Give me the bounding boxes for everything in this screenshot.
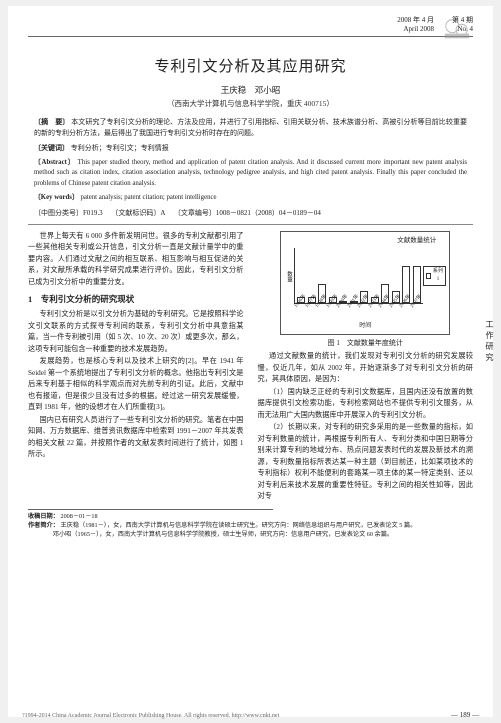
footer-block: 收稿日期： 2008－01－18 作者简介： 王庆稳（1981－），女，西南大学… <box>28 512 473 540</box>
footer-rule <box>28 509 273 510</box>
page-number: — 189 — <box>451 711 479 719</box>
chart-frame: 文献数量统计 数量 系列 1 1996年1997年1998年1999年2000年… <box>280 231 450 335</box>
legend-text: 系列 1 <box>433 268 444 284</box>
keywords-cn-label: 〔关键词〕 <box>34 144 69 152</box>
para: 发展趋势，也是核心专利以及技术上研究的[2]。早在 1941 年 Seidel … <box>28 356 244 414</box>
runhead-en-date: April 2008 <box>397 25 434 34</box>
bio-2: 邓小昭（1965－），女，西南大学计算机与信息科学学院教授，硕士生导师，研究方向… <box>28 530 473 539</box>
abstract-cn-label: 〔摘 要〕 <box>34 118 69 126</box>
recv-label: 收稿日期： <box>28 513 59 520</box>
section-heading: 1 专利引文分析的研究现状 <box>28 293 244 307</box>
para: 专利引文分析是以引文分析为基础的专利研究。它是按照科学论文引文联系的方式探寻专利… <box>28 309 244 355</box>
journal-logo-icon <box>443 16 471 40</box>
body-columns: 世界上每天有 6 000 多件新发明问世。很多的专利文献都引用了一些其他相关专利… <box>28 231 473 503</box>
abstract-cn: 〔摘 要〕 本文研究了专利引文分析的理论、方法及应用，并进行了引用指标、引用关联… <box>34 117 467 139</box>
page: 2008 年 4 月 April 2008 第 4 期 No. 4 专利引文分析… <box>8 6 493 717</box>
copyright-line: ?1994-2014 China Academic Journal Electr… <box>22 713 279 719</box>
chart-xlabel: 时间 <box>284 322 446 332</box>
paper-title: 专利引文分析及其应用研究 <box>28 55 473 76</box>
keywords-en-label: 〔Key words〕 <box>34 194 79 201</box>
keywords-cn: 〔关键词〕 专利分析；专利引文；专利情报 <box>34 143 467 154</box>
bio-label: 作者简介： <box>28 522 59 529</box>
abstract-en-text: This paper studied theory, method and ap… <box>34 159 467 187</box>
keywords-en-text: patent analysis; patent citation; patent… <box>80 194 216 201</box>
para: 国内已有研究人员进行了一些专利引文分析的研究。笔者在中国知网、万方数据库、维普资… <box>28 415 244 461</box>
para: （2）长期以来，对专利的研究多采用的是一些数量的指标，如对专利数量的统计，再根据… <box>258 422 474 503</box>
para: （1）国内缺乏正经的专利引文数据库，且国内还没有放置的数据库提供引文检索功能，专… <box>258 387 474 422</box>
bio-1: 王庆稳（1981－），女，西南大学计算机与信息科学学院在读硕士研究生。研究方向：… <box>60 522 416 529</box>
chart-xticks: 1996年1997年1998年1999年2000年2001年2002年2003年… <box>284 304 446 312</box>
abstract-en-label: 〔Abstract〕 <box>34 159 75 166</box>
class-cn: 〔中图分类号〕F019.3 <box>34 209 103 217</box>
para: 世界上每天有 6 000 多件新发明问世。很多的专利文献都引用了一些其他相关专利… <box>28 231 244 289</box>
rule <box>28 224 473 225</box>
figure-caption: 图 1 文献数量年度统计 <box>258 338 474 349</box>
runhead-cn-date: 2008 年 4 月 <box>397 16 434 25</box>
affiliation: （西南大学计算机与信息科学学院，重庆 400715） <box>28 98 473 109</box>
class-art: 〔文章编号〕1008－0821（2008）04－0189－04 <box>174 209 321 217</box>
authors: 王庆稳 邓小昭 <box>28 84 473 96</box>
keywords-en: 〔Key words〕 patent analysis; patent cita… <box>34 193 467 204</box>
side-tab: 工作研究 <box>484 320 495 364</box>
class-doc: 〔文献标识码〕A <box>111 209 165 217</box>
chart-ylabel: 数量 <box>284 248 294 304</box>
recv-date: 2008－01－18 <box>60 513 97 520</box>
running-head: 2008 年 4 月 April 2008 第 4 期 No. 4 <box>28 14 473 37</box>
classification-line: 〔中图分类号〕F019.3 〔文献标识码〕A 〔文章编号〕1008－0821（2… <box>34 208 467 218</box>
chart-legend: 系列 1 <box>423 266 447 286</box>
chart-inner-title: 文献数量统计 <box>284 236 436 246</box>
abstract-en: 〔Abstract〕 This paper studied theory, me… <box>34 158 467 190</box>
figure-1: 文献数量统计 数量 系列 1 1996年1997年1998年1999年2000年… <box>258 231 474 349</box>
keywords-cn-text: 专利分析；专利引文；专利情报 <box>71 144 169 152</box>
legend-swatch-icon <box>426 273 431 279</box>
abstract-cn-text: 本文研究了专利引文分析的理论、方法及应用，并进行了引用指标、引用关联分析、技术族… <box>34 118 467 137</box>
para: 通过文献数量的统计，我们发现对专利引文分析的研究发展较慢，仅近几年，如从 200… <box>258 351 474 386</box>
